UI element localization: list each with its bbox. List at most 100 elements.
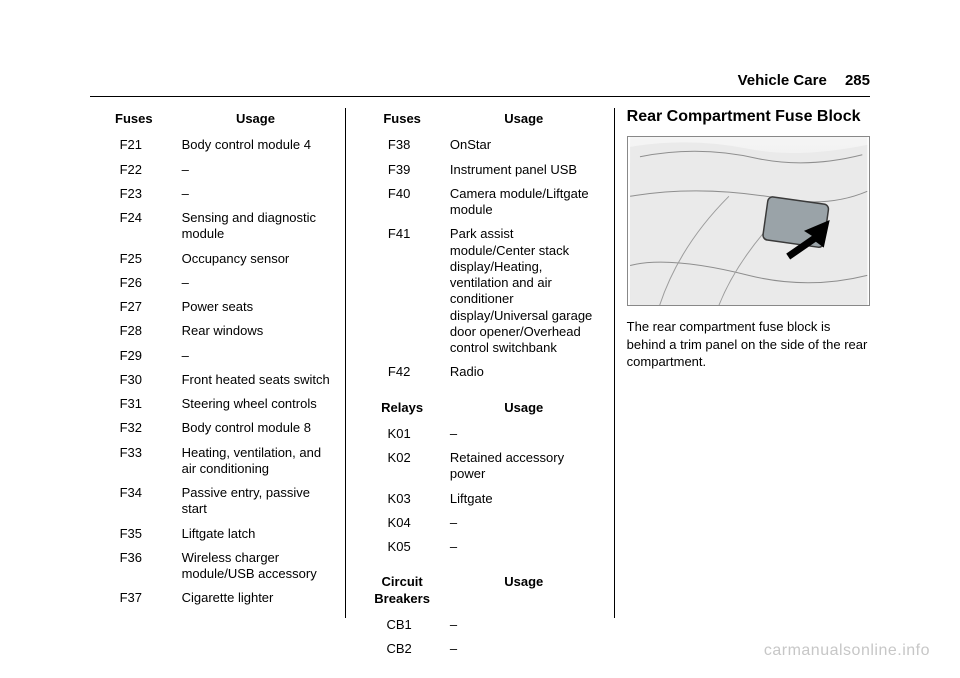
table-row: K05– — [358, 535, 601, 559]
fuse-id: F33 — [90, 441, 178, 482]
fuse-usage: Passive entry, passive start — [178, 481, 334, 522]
fuse-usage: Body control module 4 — [178, 133, 334, 157]
col1-th-fuses: Fuses — [90, 108, 178, 133]
fuse-id: F42 — [358, 360, 446, 384]
table-row: F34Passive entry, passive start — [90, 481, 333, 522]
table-row: K04– — [358, 511, 601, 535]
fuse-usage: Wireless charger module/USB accessory — [178, 546, 334, 587]
col2-fuses-th-right: Usage — [446, 108, 602, 133]
fuse-usage: – — [446, 422, 602, 446]
table-row: F41Park assist module/Center stack displ… — [358, 222, 601, 360]
fuse-id: K04 — [358, 511, 446, 535]
table-row: F35Liftgate latch — [90, 522, 333, 546]
table-row: K03Liftgate — [358, 487, 601, 511]
fuse-id: F36 — [90, 546, 178, 587]
col1-th-usage: Usage — [178, 108, 334, 133]
fuse-usage: Heating, ventilation, and air conditioni… — [178, 441, 334, 482]
table-row: F26– — [90, 271, 333, 295]
fuse-usage: Sensing and diagnostic module — [178, 206, 334, 247]
fuse-usage: Camera module/Liftgate module — [446, 182, 602, 223]
fuse-usage: – — [446, 535, 602, 559]
table-row: F27Power seats — [90, 295, 333, 319]
rear-compartment-figure — [627, 136, 870, 306]
page: Vehicle Care 285 Fuses Usage F21Body con… — [0, 0, 960, 678]
fuse-id: F39 — [358, 158, 446, 182]
col2-breakers-th-left: Circuit Breakers — [358, 571, 446, 613]
fuse-id: K03 — [358, 487, 446, 511]
fuse-usage: – — [178, 158, 334, 182]
table-row: F37Cigarette lighter — [90, 586, 333, 610]
fuse-usage: Park assist module/Center stack display/… — [446, 222, 602, 360]
table-row: F22– — [90, 158, 333, 182]
table-row: F23– — [90, 182, 333, 206]
fuse-id: F32 — [90, 416, 178, 440]
header-section: Vehicle Care — [738, 72, 827, 89]
column-2: Fuses Usage F38OnStarF39Instrument panel… — [345, 108, 613, 618]
table-row: F33Heating, ventilation, and air conditi… — [90, 441, 333, 482]
fuse-usage: Liftgate latch — [178, 522, 334, 546]
fuse-id: F26 — [90, 271, 178, 295]
fuse-usage: Steering wheel controls — [178, 392, 334, 416]
fuse-usage: – — [178, 271, 334, 295]
col2-breakers-th-right: Usage — [446, 571, 602, 613]
fuses-table-1: Fuses Usage F21Body control module 4F22–… — [90, 108, 333, 611]
table-row: F21Body control module 4 — [90, 133, 333, 157]
table-row: F42Radio — [358, 360, 601, 384]
table-row: F29– — [90, 344, 333, 368]
fuse-usage: Power seats — [178, 295, 334, 319]
fuse-id: F38 — [358, 133, 446, 157]
table-row: F30Front heated seats switch — [90, 368, 333, 392]
rear-compartment-caption: The rear compartment fuse block is behin… — [627, 318, 870, 371]
fuse-usage: – — [178, 182, 334, 206]
fuse-id: K01 — [358, 422, 446, 446]
fuse-id: CB1 — [358, 613, 446, 637]
page-header: Vehicle Care 285 — [738, 72, 870, 89]
fuse-usage: – — [446, 637, 602, 661]
fuse-id: F22 — [90, 158, 178, 182]
table-row: F25Occupancy sensor — [90, 247, 333, 271]
rear-compartment-heading: Rear Compartment Fuse Block — [627, 108, 870, 126]
table-row: CB2– — [358, 637, 601, 661]
fuse-usage: Body control module 8 — [178, 416, 334, 440]
table-row: F38OnStar — [358, 133, 601, 157]
fuse-id: F37 — [90, 586, 178, 610]
col2-relays-th-left: Relays — [358, 397, 446, 422]
fuse-id: F25 — [90, 247, 178, 271]
fuse-usage: Cigarette lighter — [178, 586, 334, 610]
fuse-id: F34 — [90, 481, 178, 522]
watermark: carmanualsonline.info — [764, 642, 930, 660]
rear-compartment-svg — [628, 137, 869, 305]
fuse-id: CB2 — [358, 637, 446, 661]
table-row: F40Camera module/Liftgate module — [358, 182, 601, 223]
fuse-id: F31 — [90, 392, 178, 416]
header-rule — [90, 96, 870, 97]
table-row: F28Rear windows — [90, 319, 333, 343]
fuse-usage: – — [178, 344, 334, 368]
table-row: F24Sensing and diagnostic module — [90, 206, 333, 247]
fuse-usage: Rear windows — [178, 319, 334, 343]
fuse-id: F30 — [90, 368, 178, 392]
fuse-usage: – — [446, 511, 602, 535]
relays-table: Relays Usage K01–K02Retained accessory p… — [358, 397, 601, 560]
gap — [358, 385, 601, 397]
fuse-usage: Radio — [446, 360, 602, 384]
table-row: F36Wireless charger module/USB accessory — [90, 546, 333, 587]
fuse-id: K02 — [358, 446, 446, 487]
table-row: F31Steering wheel controls — [90, 392, 333, 416]
column-1: Fuses Usage F21Body control module 4F22–… — [90, 108, 345, 618]
gap — [358, 559, 601, 571]
fuse-id: F40 — [358, 182, 446, 223]
fuse-id: F28 — [90, 319, 178, 343]
column-3: Rear Compartment Fuse Block — [614, 108, 870, 618]
fuse-usage: – — [446, 613, 602, 637]
fuse-id: K05 — [358, 535, 446, 559]
fuse-usage: Occupancy sensor — [178, 247, 334, 271]
breakers-table: Circuit Breakers Usage CB1–CB2– — [358, 571, 601, 661]
fuse-id: F35 — [90, 522, 178, 546]
table-row: K02Retained accessory power — [358, 446, 601, 487]
fuse-usage: Liftgate — [446, 487, 602, 511]
header-page-number: 285 — [845, 72, 870, 89]
fuse-id: F24 — [90, 206, 178, 247]
table-row: CB1– — [358, 613, 601, 637]
fuse-id: F29 — [90, 344, 178, 368]
